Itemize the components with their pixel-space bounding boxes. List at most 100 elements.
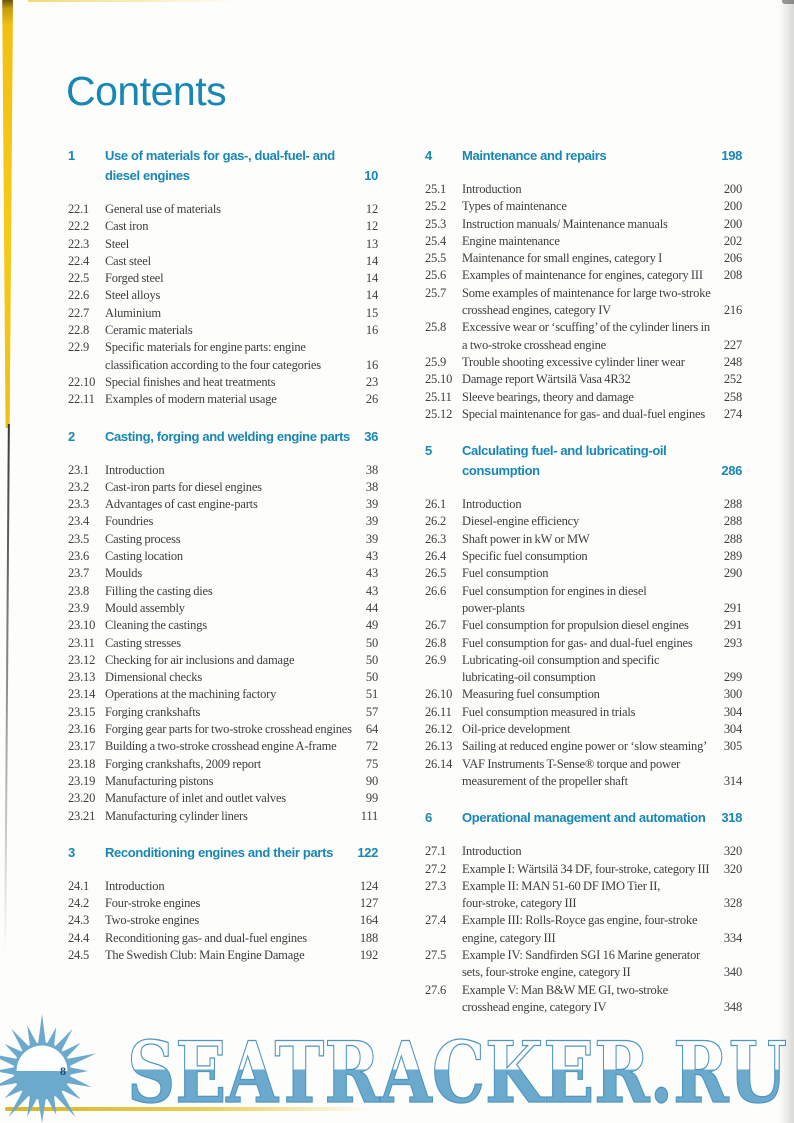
entry-page-number: 320 xyxy=(723,844,742,859)
entry-page-number: 288 xyxy=(723,514,742,529)
toc-column-1: 4 Maintenance and repairs 198 25.1 Introduct… xyxy=(425,146,742,1016)
toc-entry: 25.2 Types of maintenance 200 xyxy=(425,198,742,215)
entry-number: 23.9 xyxy=(68,600,90,615)
section-title: Maintenance and repairs xyxy=(462,148,607,163)
section-number: 6 xyxy=(425,810,432,826)
entry-number: 22.9 xyxy=(68,340,90,355)
toc-entry: 23.9 Mould assembly 44 xyxy=(68,600,378,617)
entry-number: 26.10 xyxy=(425,687,453,702)
entry-page-number: 290 xyxy=(723,566,742,581)
entry-page-number: 200 xyxy=(723,182,742,196)
entry-title: Cast iron xyxy=(105,219,149,234)
entry-title: Excessive wear or ‘scuffing’ of the cyli… xyxy=(462,320,710,352)
entry-number: 23.7 xyxy=(68,566,90,581)
yellow-underline xyxy=(5,1107,371,1111)
entry-page-number: 127 xyxy=(359,896,378,911)
entry-title: Maintenance for small engines, category … xyxy=(462,251,663,266)
section-heading: 3 Reconditioning engines and their parts 1… xyxy=(68,843,378,863)
toc-entry: 22.2 Cast iron 12 xyxy=(68,218,378,235)
toc-entry: 23.1 Introduction 38 xyxy=(68,462,378,479)
toc-entry: 27.3 Example II: MAN 51-60 DF IMO Tier II… xyxy=(425,878,742,913)
toc-entry: 23.16 Forging gear parts for two-stroke c… xyxy=(68,721,378,738)
entry-page-number: 208 xyxy=(723,268,742,283)
entry-title: Fuel consumption for gas- and dual-fuel … xyxy=(462,635,693,650)
toc-entry: 24.3 Two-stroke engines 164 xyxy=(68,912,378,929)
toc-columns: 1 Use of materials for gas-, dual-fuel- a… xyxy=(68,146,742,1016)
section-number: 3 xyxy=(68,844,75,860)
entry-number: 25.3 xyxy=(425,216,447,231)
entry-page-number: 38 xyxy=(365,462,378,477)
entry-title: Measuring fuel consumption xyxy=(462,687,600,702)
toc-entry: 26.9 Lubricating-oil consumption and spec… xyxy=(425,652,742,687)
entry-title: Introduction xyxy=(105,462,165,477)
section-heading: 4 Maintenance and repairs 198 xyxy=(425,146,742,166)
section-page-number: 286 xyxy=(721,463,742,479)
entry-title: Special finishes and heat treatments xyxy=(105,374,276,389)
toc-entry: 23.13 Dimensional checks 50 xyxy=(68,669,378,686)
entry-title: Mould assembly xyxy=(105,600,185,615)
entry-title: Cast-iron parts for diesel engines xyxy=(105,479,262,494)
entry-title: VAF Instruments T-Sense® torque and powe… xyxy=(462,756,681,788)
entry-number: 26.2 xyxy=(425,514,447,529)
entry-page-number: 43 xyxy=(365,566,378,581)
entry-page-number: 39 xyxy=(365,497,378,512)
entry-number: 22.8 xyxy=(68,323,90,338)
entry-title: Fuel consumption xyxy=(462,566,549,581)
entry-page-number: 12 xyxy=(365,202,378,216)
section-title: Operational management and automation xyxy=(462,810,706,826)
entry-number: 26.5 xyxy=(425,566,447,581)
entry-title: Example IV: Sandfirden SGI 16 Marine gen… xyxy=(462,947,701,980)
entry-number: 25.4 xyxy=(425,233,447,248)
entry-title: Forged steel xyxy=(105,271,164,286)
entry-title: Forging gear parts for two-stroke crossh… xyxy=(105,722,352,737)
toc-entry: 23.6 Casting location 43 xyxy=(68,548,378,565)
entry-page-number: 15 xyxy=(365,305,378,320)
entry-page-number: 304 xyxy=(723,704,742,719)
toc-entry: 25.7 Some examples of maintenance for lar… xyxy=(425,285,742,320)
toc-entry: 24.1 Introduction 124 xyxy=(68,878,378,895)
entry-number: 23.15 xyxy=(68,704,96,719)
toc-entry: 26.8 Fuel consumption for gas- and dual-f… xyxy=(425,635,742,652)
section-page-number: 10 xyxy=(364,168,378,183)
entry-number: 23.12 xyxy=(68,652,96,667)
toc-column-0: 1 Use of materials for gas-, dual-fuel- a… xyxy=(68,146,378,1016)
entry-title: Building a two-stroke crosshead engine A… xyxy=(105,739,337,754)
entry-page-number: 258 xyxy=(723,389,742,404)
entry-page-number: 299 xyxy=(723,670,742,685)
entry-title: Example III: Rolls-Royce gas engine, fou… xyxy=(462,913,698,945)
toc-entry: 27.1 Introduction 320 xyxy=(425,843,742,860)
entry-number: 23.3 xyxy=(68,497,90,512)
entry-title: Casting location xyxy=(105,549,183,564)
entry-number: 27.3 xyxy=(425,878,447,893)
entry-page-number: 320 xyxy=(723,861,742,876)
entry-title: Steel alloys xyxy=(105,288,161,303)
corner-shadow xyxy=(782,0,794,4)
toc-entry: 23.14 Operations at the machining factory… xyxy=(68,686,378,703)
entry-number: 27.6 xyxy=(425,982,447,997)
entry-title: Fuel consumption measured in trials xyxy=(462,704,636,719)
entry-number: 26.13 xyxy=(425,739,453,754)
entry-title: Fuel consumption for engines in diesel p… xyxy=(462,583,647,615)
page-title: Contents xyxy=(66,68,227,114)
entry-title: Fuel consumption for propulsion diesel e… xyxy=(462,618,689,633)
section-number: 2 xyxy=(68,428,75,444)
toc-entry: 27.2 Example I: Wärtsilä 34 DF, four-stro… xyxy=(425,861,742,878)
entry-number: 24.3 xyxy=(68,913,90,928)
sun-dome xyxy=(16,1045,68,1071)
entry-page-number: 14 xyxy=(365,271,378,286)
section-number: 1 xyxy=(68,148,75,163)
entry-page-number: 99 xyxy=(365,791,378,806)
toc-entry: 22.5 Forged steel 14 xyxy=(68,270,378,287)
entry-number: 25.7 xyxy=(425,285,447,300)
entry-title: Examples of maintenance for engines, cat… xyxy=(462,268,703,283)
entry-number: 25.11 xyxy=(425,389,452,404)
page-edge-shadow xyxy=(778,0,794,1123)
section-title: Casting, forging and welding engine part… xyxy=(105,428,350,444)
entry-page-number: 75 xyxy=(365,756,378,771)
page-fold-line xyxy=(4,423,10,955)
entry-number: 23.4 xyxy=(68,514,90,529)
toc-entry: 22.11 Examples of modern material usage 26 xyxy=(68,391,378,408)
toc-entry: 22.8 Ceramic materials 16 xyxy=(68,322,378,339)
section-page-number: 122 xyxy=(357,844,378,860)
entry-page-number: 340 xyxy=(723,965,742,980)
